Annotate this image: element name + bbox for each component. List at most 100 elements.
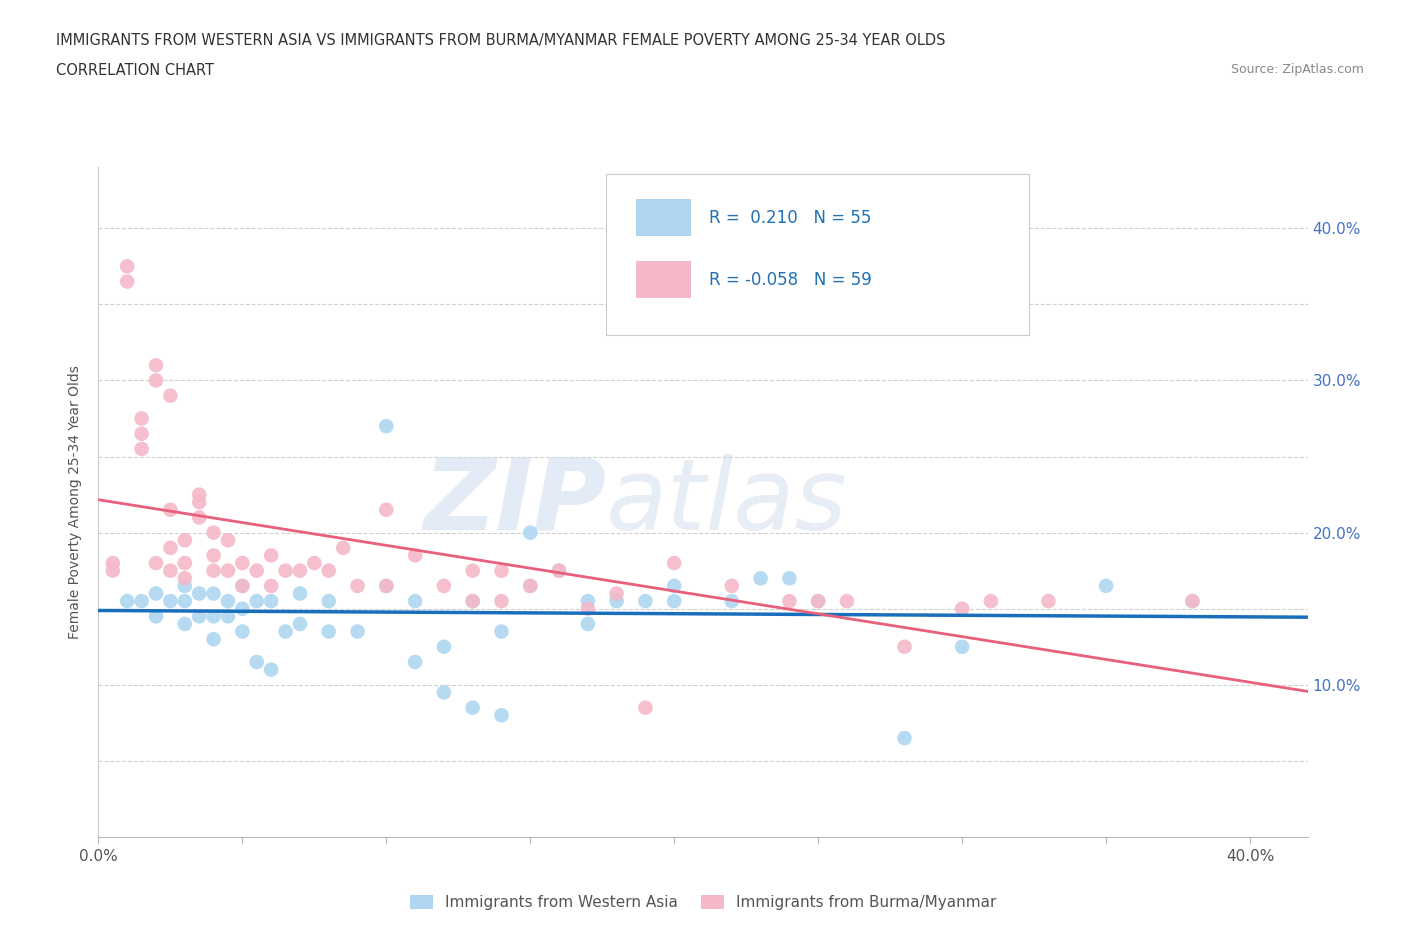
Point (664, 578, 686, 593)
Point (173, 578, 195, 593)
Point (807, 593, 830, 608)
Point (720, 593, 742, 608)
Point (491, 624, 513, 639)
Point (231, 602, 253, 617)
Point (519, 578, 541, 593)
Point (217, 564, 239, 578)
Point (173, 593, 195, 608)
Point (202, 525, 225, 540)
Y-axis label: Female Poverty Among 25-34 Year Olds: Female Poverty Among 25-34 Year Olds (69, 365, 83, 639)
Point (980, 593, 1002, 608)
FancyBboxPatch shape (637, 199, 690, 235)
Point (274, 624, 297, 639)
Point (404, 548, 426, 563)
Point (1181, 593, 1204, 608)
Point (807, 593, 830, 608)
Point (304, 555, 326, 570)
Point (576, 602, 599, 617)
Point (433, 578, 456, 593)
Point (634, 700, 657, 715)
Point (145, 373, 167, 388)
Point (332, 540, 354, 555)
Text: CORRELATION CHART: CORRELATION CHART (56, 63, 214, 78)
Point (202, 609, 225, 624)
Point (217, 593, 239, 608)
Point (188, 487, 211, 502)
Legend: Immigrants from Western Asia, Immigrants from Burma/Myanmar: Immigrants from Western Asia, Immigrants… (404, 889, 1002, 916)
Point (217, 533, 239, 548)
Point (606, 593, 628, 608)
Point (749, 571, 772, 586)
Point (202, 548, 225, 563)
Point (159, 502, 181, 517)
Point (835, 593, 858, 608)
FancyBboxPatch shape (637, 261, 690, 298)
Point (246, 564, 269, 578)
Point (131, 426, 153, 441)
Point (318, 593, 340, 608)
Point (173, 555, 195, 570)
Point (274, 564, 297, 578)
Point (145, 586, 167, 601)
Point (159, 540, 181, 555)
Point (318, 564, 340, 578)
Point (375, 418, 398, 433)
Point (950, 639, 973, 654)
Point (159, 388, 181, 403)
Point (519, 578, 541, 593)
Point (576, 617, 599, 631)
Point (246, 593, 269, 608)
Text: R = -0.058   N = 59: R = -0.058 N = 59 (709, 271, 872, 289)
Point (461, 593, 484, 608)
Point (145, 358, 167, 373)
Point (101, 564, 124, 578)
Point (491, 593, 513, 608)
Point (375, 578, 398, 593)
Point (288, 564, 311, 578)
Point (461, 593, 484, 608)
Point (131, 593, 153, 608)
Point (202, 631, 225, 646)
Point (634, 593, 657, 608)
Point (893, 639, 915, 654)
Point (260, 578, 283, 593)
Point (159, 564, 181, 578)
Point (115, 274, 138, 289)
Point (131, 411, 153, 426)
Point (131, 442, 153, 457)
Point (217, 609, 239, 624)
Point (202, 564, 225, 578)
Point (115, 593, 138, 608)
Point (491, 564, 513, 578)
Point (433, 685, 456, 700)
Point (260, 593, 283, 608)
Point (246, 655, 269, 670)
Point (260, 548, 283, 563)
Point (202, 586, 225, 601)
Point (188, 510, 211, 525)
FancyBboxPatch shape (606, 174, 1029, 335)
Point (1095, 578, 1118, 593)
Point (145, 609, 167, 624)
Text: ZIP: ZIP (423, 454, 606, 551)
Point (491, 708, 513, 723)
Point (346, 578, 368, 593)
Point (893, 731, 915, 746)
Text: IMMIGRANTS FROM WESTERN ASIA VS IMMIGRANTS FROM BURMA/MYANMAR FEMALE POVERTY AMO: IMMIGRANTS FROM WESTERN ASIA VS IMMIGRAN… (56, 33, 946, 47)
Point (173, 571, 195, 586)
Point (461, 564, 484, 578)
Point (576, 593, 599, 608)
Point (346, 624, 368, 639)
Point (433, 639, 456, 654)
Point (461, 700, 484, 715)
Point (606, 586, 628, 601)
Point (101, 555, 124, 570)
Point (188, 495, 211, 510)
Point (548, 564, 571, 578)
Text: R =  0.210   N = 55: R = 0.210 N = 55 (709, 208, 872, 227)
Point (664, 593, 686, 608)
Point (404, 655, 426, 670)
Point (404, 593, 426, 608)
Point (231, 624, 253, 639)
Text: Source: ZipAtlas.com: Source: ZipAtlas.com (1230, 63, 1364, 76)
